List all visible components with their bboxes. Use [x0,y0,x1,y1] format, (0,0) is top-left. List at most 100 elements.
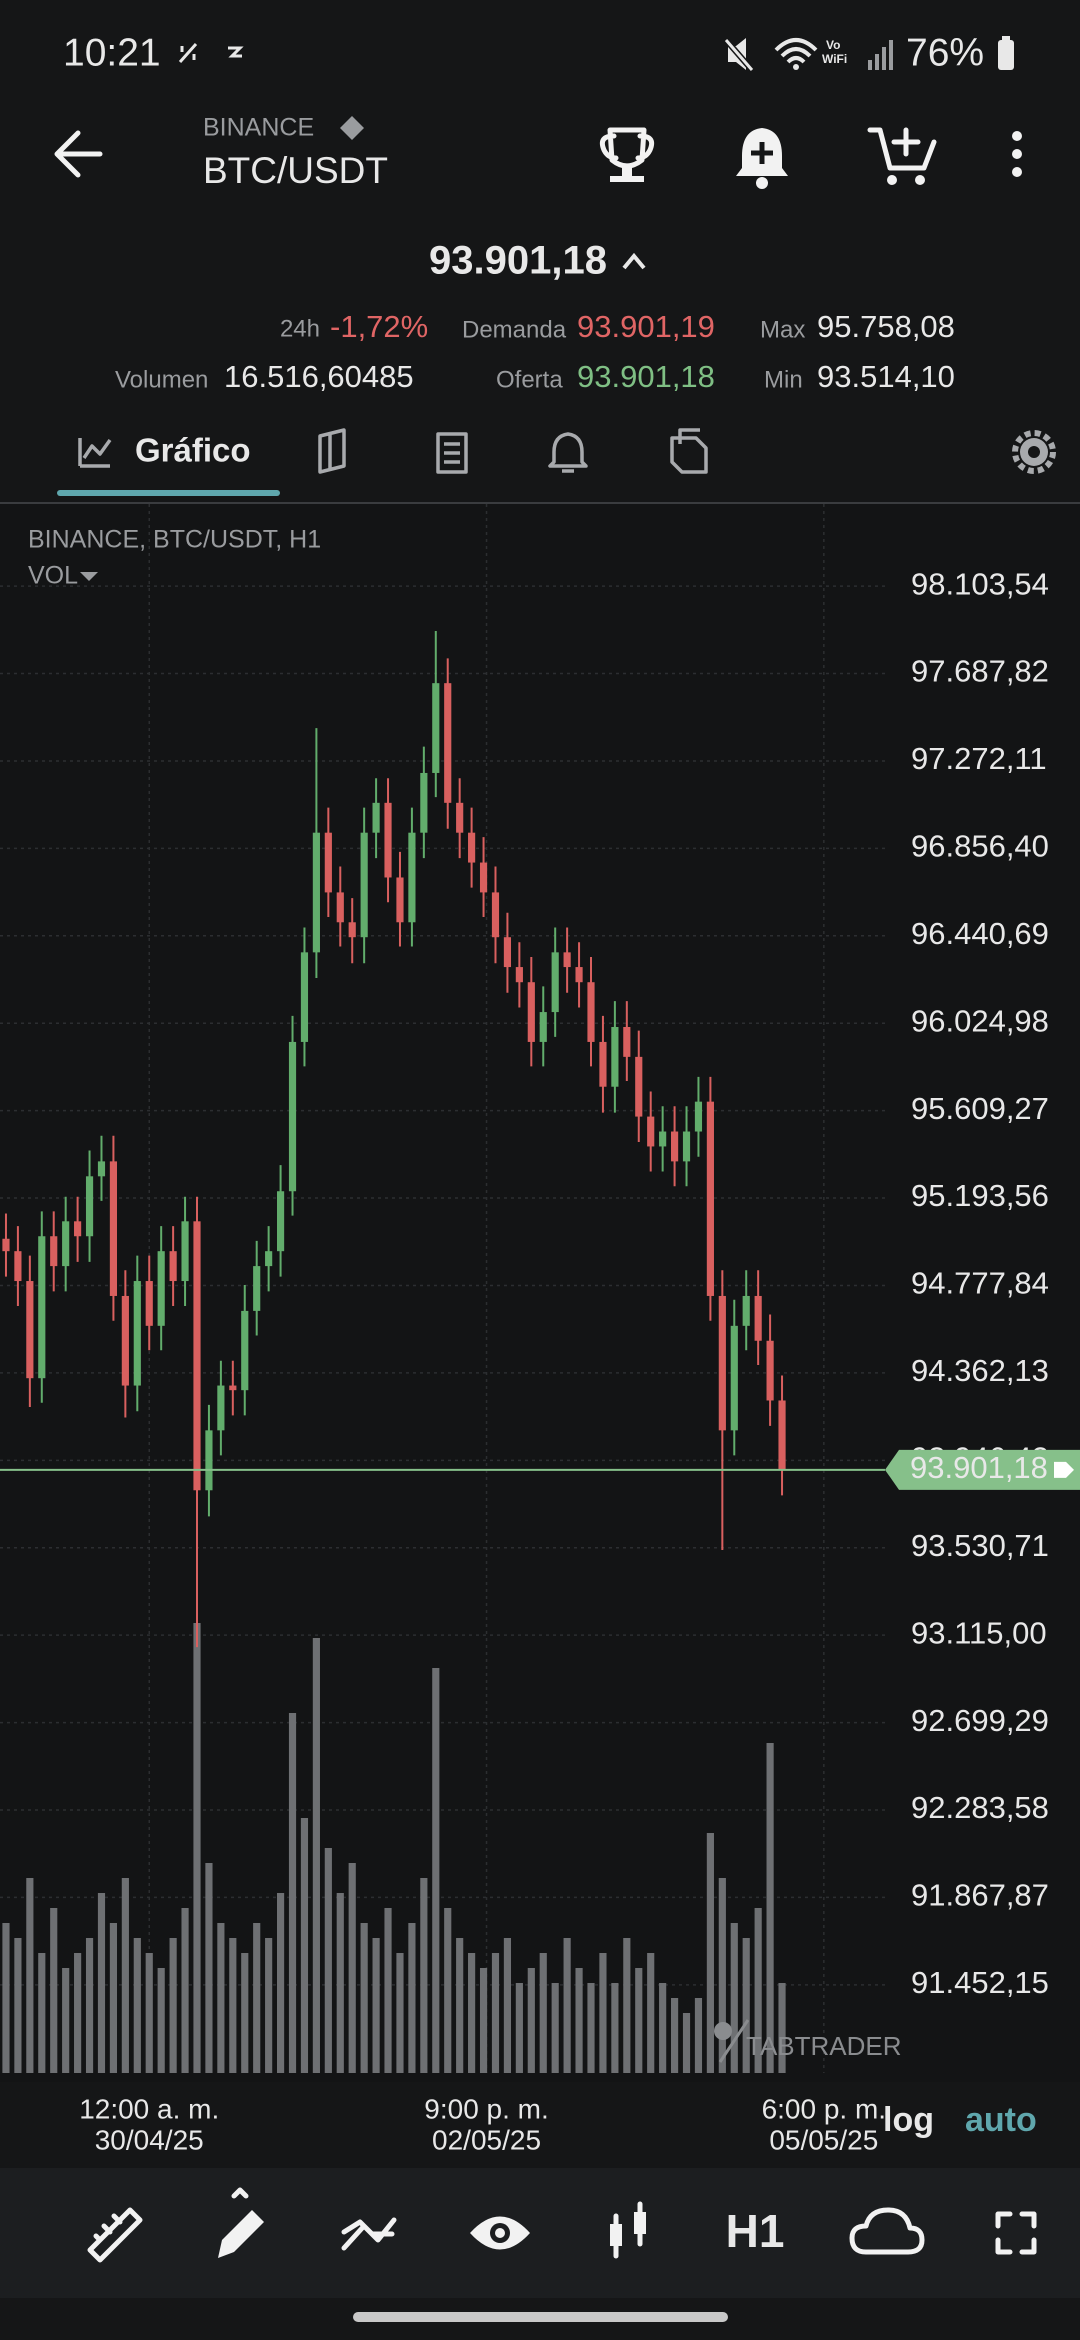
candle-body [324,832,332,893]
candle-body [109,1161,118,1296]
candle-body [396,877,404,923]
y-tick-label: 92.699,29 [911,1703,1049,1738]
candle-body [74,1221,82,1237]
tool-fullscreen[interactable] [995,2211,1037,2255]
y-tick-label: 93.115,00 [911,1615,1047,1650]
volume-bar [587,1983,595,2073]
chart-background [0,504,1080,2082]
tab-copy[interactable] [670,428,708,474]
vowifi-wifi: WiFi [822,52,847,66]
bid-value: 93.901,19 [577,309,715,344]
volume-bar [420,1878,428,2073]
candles [2,631,786,1648]
volume-bar [766,1743,774,2073]
tab-orders[interactable] [436,432,468,474]
candle-body [360,832,368,938]
last-price: 93.901,18 [429,239,607,283]
volume-bar [718,1878,726,2073]
volume-bar [85,1938,94,2073]
volume-bars [2,1623,786,2073]
tool-ruler[interactable] [87,2207,143,2263]
volume-bar [229,1938,237,2073]
volume-bar [372,1938,380,2073]
candle-body [682,1131,691,1162]
candle-body [718,1295,726,1431]
volume-bar [670,1998,679,2073]
y-tick-label: 94.777,84 [911,1266,1049,1301]
candle-body [754,1295,762,1341]
last-price-tag-icon [1054,1461,1074,1478]
alert-button[interactable] [736,128,788,189]
candle-body [181,1221,189,1282]
candle-body [133,1281,141,1386]
volume-bar [730,1923,738,2073]
candle-body [515,967,523,983]
volume-bar [635,1968,643,2073]
candle-body [193,1221,201,1491]
volume-dropdown[interactable] [80,572,98,581]
candle-body [659,1131,667,1147]
volume-bar [468,1953,476,2073]
candle-body [551,952,559,1013]
min-value: 93.514,10 [817,359,955,394]
y-tick-label: 93.530,71 [911,1528,1049,1563]
volume-bar [444,1908,452,2073]
candle-body [145,1281,153,1326]
toolbar [0,2168,1080,2298]
volume-bar [62,1968,70,2073]
tool-cloud[interactable] [849,2207,925,2255]
volume-bar [348,1863,356,2073]
volume-bar [50,1908,58,2073]
volume-indicator[interactable]: VOL [28,562,78,590]
max-value: 95.758,08 [817,309,955,344]
candle-body [623,1027,631,1057]
volume-bar [276,1893,285,2073]
tool-visibility[interactable] [470,2216,530,2250]
settings-button[interactable] [1012,430,1056,474]
candle-body [432,683,440,773]
tab-alerts[interactable] [548,432,588,473]
trophy-button[interactable] [599,127,655,182]
volume-bar [408,1923,416,2073]
candle-body [742,1295,750,1326]
candle-body [730,1325,738,1431]
y-tick-label: 91.452,15 [911,1965,1049,2000]
cart-button[interactable] [867,127,937,185]
volume-bar [74,1953,82,2073]
candle-body [97,1161,106,1177]
volume-bar [706,1833,714,2073]
candle-body [372,802,380,833]
x-tick-label: 6:00 p. m. [762,2093,887,2124]
candle-body [456,802,464,833]
home-indicator [353,2312,728,2322]
y-tick-label: 97.272,11 [911,741,1047,776]
tab-orderbook[interactable] [318,428,346,474]
candle-body [336,892,344,923]
volume-bar [2,1923,10,2073]
tool-chart-type[interactable] [610,2201,646,2259]
candle-body [288,1041,297,1192]
candle-body [276,1191,285,1252]
tool-pencil[interactable] [218,2187,264,2258]
tool-interval[interactable]: H1 [726,2205,785,2257]
volume-bar [14,1938,22,2073]
x-tick-label: 9:00 p. m. [424,2093,549,2124]
tab-chart[interactable]: Gráfico [57,432,280,496]
more-button[interactable] [1012,131,1022,177]
volume-bar [575,1968,583,2073]
tool-indicators[interactable] [341,2217,397,2251]
y-tick-label: 96.440,69 [911,916,1049,951]
back-button[interactable] [54,130,103,178]
candle-body [85,1176,94,1237]
scale-log[interactable]: log [883,2101,934,2139]
volume-bar [659,1983,667,2073]
candle-body [229,1385,237,1391]
volume-bar [456,1938,464,2073]
volume-bar [539,1953,547,2073]
volume-bar [515,1983,523,2073]
scale-auto[interactable]: auto [965,2101,1037,2139]
candle-body [157,1251,165,1326]
volume-bar [551,1983,559,2073]
y-tick-label: 94.362,13 [911,1353,1049,1388]
